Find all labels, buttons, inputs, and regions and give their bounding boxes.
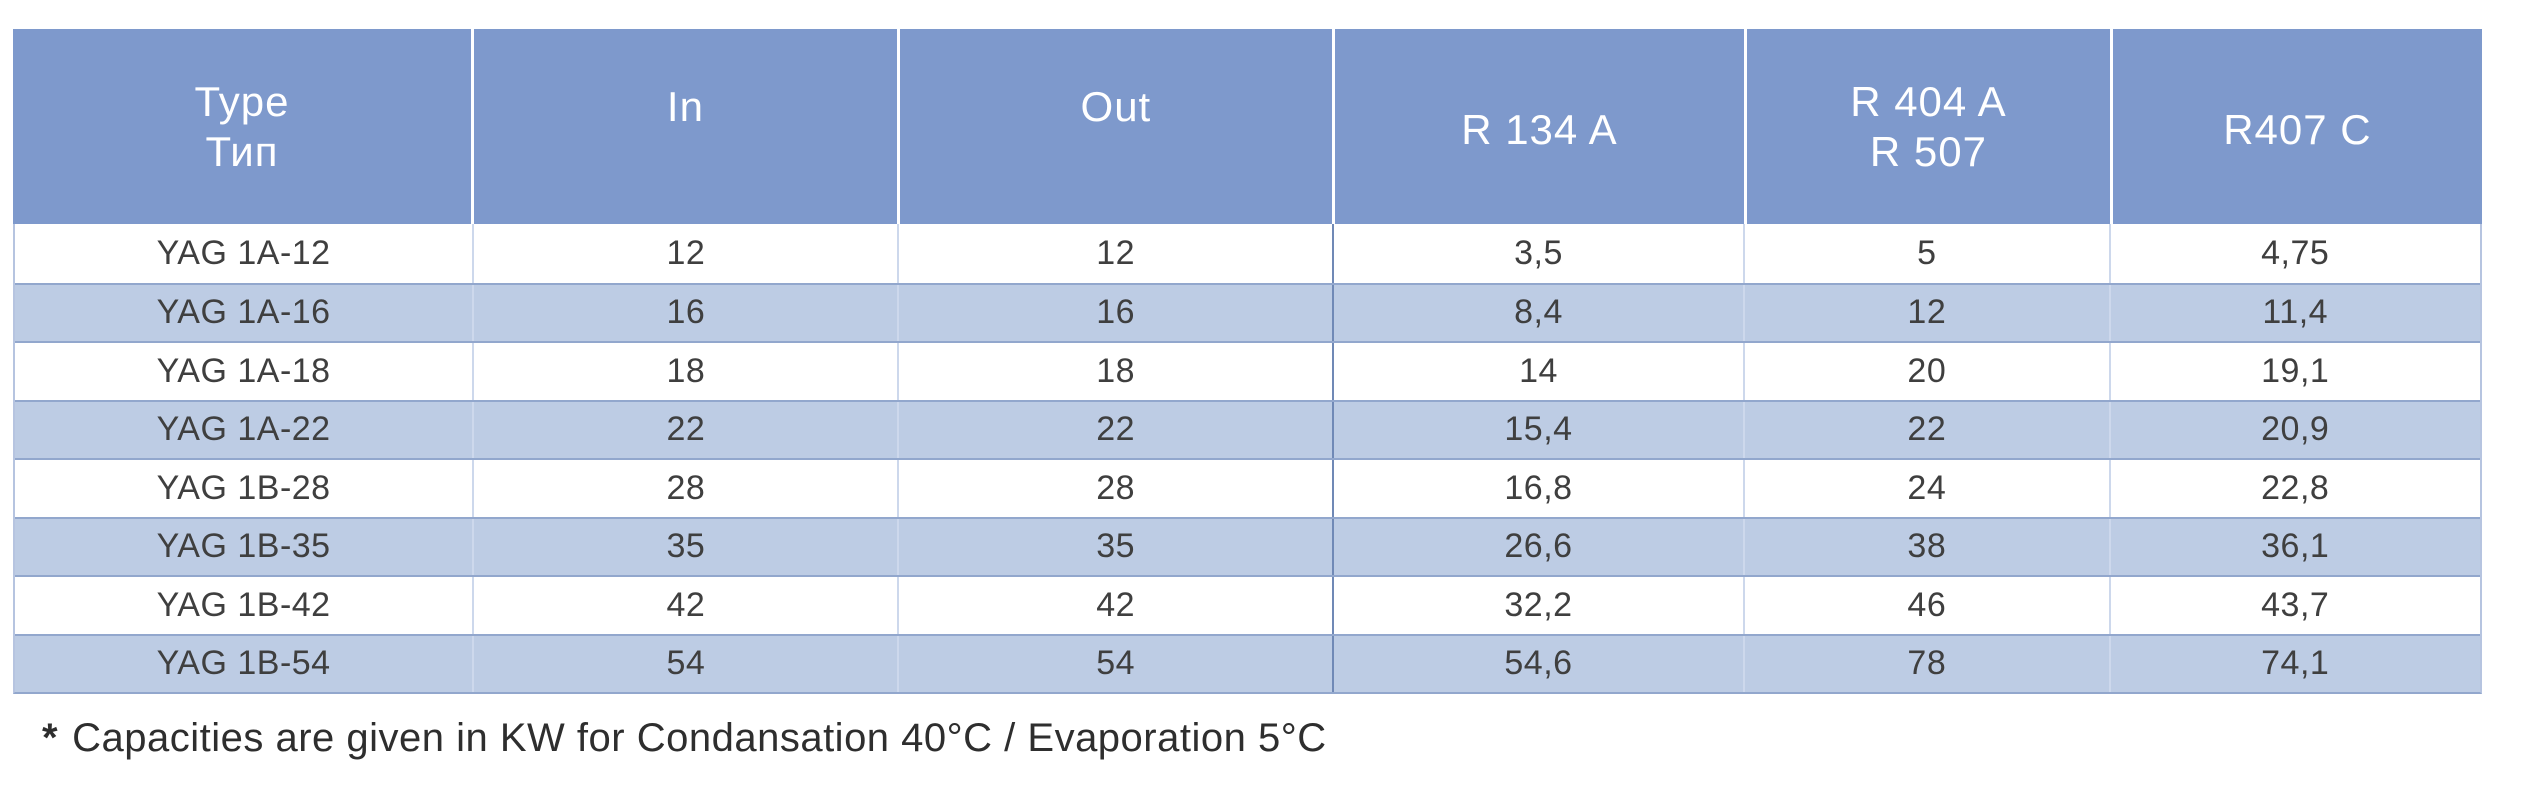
cell-out: 12 [897,224,1331,283]
cell-r134a: 8,4 [1331,284,1743,341]
cell-r407c: 36,1 [2108,518,2480,575]
header-type-en: Type [194,77,290,125]
cell-in: 18 [472,343,897,400]
header-cell-out: Out [896,29,1332,224]
table-row: YAG 1A-12 12 12 3,5 5 4,75 [15,224,2480,283]
header-in-label: In [666,82,704,130]
table-row: YAG 1B-28 28 28 16,8 24 22,8 [15,458,2480,517]
cell-r404a-r507: 24 [1743,460,2108,517]
header-cell-r404a-r507: R 404 A R 507 [1743,29,2110,224]
cell-r404a-r507: 38 [1743,518,2108,575]
table-row: YAG 1A-22 22 22 15,4 22 20,9 [15,399,2480,458]
table-row: YAG 1A-18 18 18 14 20 19,1 [15,341,2480,400]
cell-type: YAG 1B-35 [156,527,331,566]
cell-r407c: 11,4 [2108,284,2480,341]
cell-r407c: 20,9 [2108,401,2480,458]
cell-in: 22 [472,401,897,458]
cell-type: YAG 1B-28 [156,468,331,507]
cell-type: YAG 1B-42 [156,585,331,624]
cell-out: 28 [897,460,1331,517]
cell-out: 18 [897,343,1331,400]
table-header-row: Type Тип In Out R 134 A R 404 A R 507 R4… [13,29,2482,224]
cell-type: YAG 1A-16 [156,293,331,332]
footnote-asterisk: * [42,716,59,760]
cell-r134a: 14 [1331,343,1743,400]
cell-r407c: 4,75 [2108,224,2480,283]
table-row: YAG 1B-42 42 42 32,2 46 43,7 [15,575,2480,634]
table-row: YAG 1A-16 16 16 8,4 12 11,4 [15,282,2480,341]
cell-type: YAG 1A-22 [156,410,331,449]
cell-type: YAG 1B-54 [156,644,331,683]
header-cell-r407c: R407 C [2109,29,2482,224]
header-cell-type: Type Тип [13,29,471,224]
cell-r134a: 32,2 [1331,577,1743,634]
cell-r134a: 26,6 [1331,518,1743,575]
cell-in: 42 [472,577,897,634]
cell-type: YAG 1A-18 [156,351,331,390]
cell-r404a-r507: 12 [1743,284,2108,341]
cell-out: 54 [897,635,1331,692]
cell-r134a: 16,8 [1331,460,1743,517]
table-row: YAG 1B-54 54 54 54,6 78 74,1 [15,633,2480,692]
cell-in: 35 [472,518,897,575]
header-type-ru: Тип [205,127,279,175]
cell-r404a-r507: 20 [1743,343,2108,400]
cell-r407c: 74,1 [2108,635,2480,692]
cell-in: 28 [472,460,897,517]
cell-r407c: 22,8 [2108,460,2480,517]
table-row: YAG 1B-35 35 35 26,6 38 36,1 [15,516,2480,575]
header-cell-r134a: R 134 A [1331,29,1744,224]
footnote-text: Capacities are given in KW for Condansat… [72,716,1327,760]
cell-r134a: 3,5 [1331,224,1743,283]
cell-in: 54 [472,635,897,692]
cell-out: 22 [897,401,1331,458]
header-out-label: Out [1080,82,1152,130]
header-r404a-label: R 404 A [1850,77,2007,125]
table-body: YAG 1A-12 12 12 3,5 5 4,75 YAG 1A-16 16 … [13,224,2482,694]
header-r507-label: R 507 [1869,127,1987,175]
footnote: * Capacities are given in KW for Condansa… [42,712,1327,764]
header-r134a-label: R 134 A [1461,105,1618,153]
cell-r134a: 54,6 [1331,635,1743,692]
cell-out: 35 [897,518,1331,575]
cell-type: YAG 1A-12 [156,233,331,272]
cell-out: 16 [897,284,1331,341]
header-r407c-label: R407 C [2223,105,2372,153]
cell-r404a-r507: 46 [1743,577,2108,634]
cell-in: 16 [472,284,897,341]
cell-r407c: 19,1 [2108,343,2480,400]
cell-r404a-r507: 78 [1743,635,2108,692]
cell-in: 12 [472,224,897,283]
cell-r404a-r507: 5 [1743,224,2108,283]
capacity-table: Type Тип In Out R 134 A R 404 A R 507 R4… [13,29,2482,694]
cell-r404a-r507: 22 [1743,401,2108,458]
cell-out: 42 [897,577,1331,634]
cell-r407c: 43,7 [2108,577,2480,634]
header-cell-in: In [470,29,897,224]
cell-r134a: 15,4 [1331,401,1743,458]
